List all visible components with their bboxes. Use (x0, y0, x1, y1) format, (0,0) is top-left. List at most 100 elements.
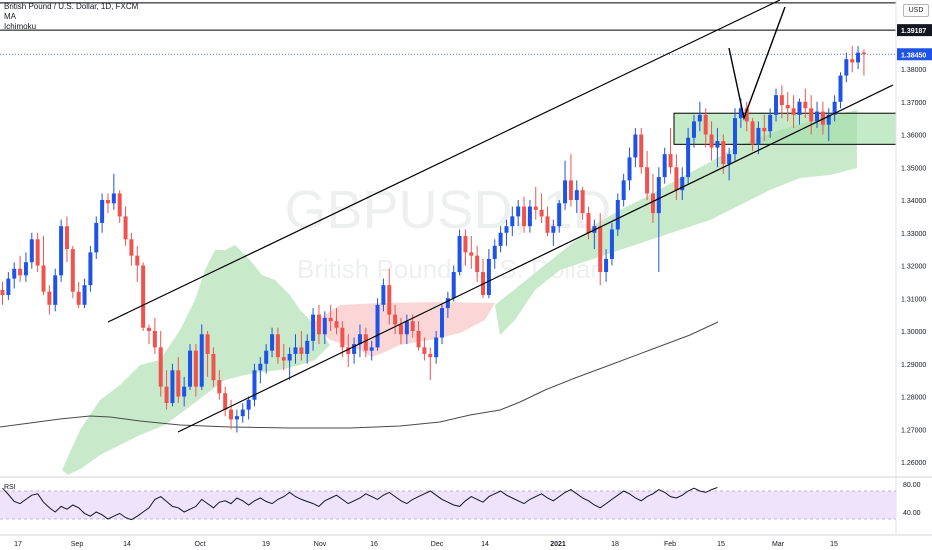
price-marker-current-label: 1.38450 (901, 52, 926, 59)
candle-body (680, 177, 685, 191)
candle-body (270, 334, 275, 351)
price-tick-label: 1.28000 (901, 395, 926, 402)
candle-body (504, 226, 509, 233)
candle-body (105, 200, 110, 204)
candle (522, 196, 527, 233)
candle-body (703, 114, 708, 135)
candle (844, 52, 849, 83)
candle-body (563, 180, 568, 204)
candle-body (398, 324, 403, 335)
candle-body (47, 291, 52, 305)
price-axis[interactable]: 1.38000 1.37000 1.36000 1.35000 1.34000 1.330… (897, 24, 932, 467)
candle-body (727, 154, 732, 164)
candle-body (287, 353, 292, 361)
price-tick-label: 1.33000 (901, 231, 926, 238)
candle (164, 370, 169, 410)
ma-line (0, 321, 719, 429)
candle-body (756, 127, 761, 145)
candle (645, 150, 650, 200)
channel-lower-line (177, 84, 894, 433)
indicator-ichimoku-label[interactable]: Ichimoku (4, 22, 37, 31)
candle (568, 154, 573, 207)
price-tick-label: 1.29000 (901, 362, 926, 369)
price-marker-current (897, 48, 932, 61)
time-axis[interactable]: 17 Sep 14 Oct 19 Nov 16 Dec 14 2021 18 Feb 15 Mar 15 (14, 541, 838, 548)
candle (264, 344, 269, 374)
candle (205, 331, 210, 377)
candle-body (322, 317, 327, 335)
candle-body (568, 180, 573, 200)
candle (516, 200, 521, 227)
candle-body (328, 317, 333, 322)
candle (404, 314, 409, 345)
projection-path (728, 6, 786, 121)
candle-body (838, 75, 843, 102)
candle (217, 370, 222, 400)
candle (627, 147, 632, 191)
time-tick-label: 18 (611, 541, 619, 548)
trend-drawings (0, 0, 896, 433)
candle (369, 340, 374, 361)
price-tick-label: 1.27000 (901, 427, 926, 434)
candle (709, 121, 714, 161)
candle (299, 331, 304, 361)
candle (733, 108, 737, 161)
candle (18, 255, 23, 282)
candle (815, 101, 820, 128)
time-tick-label: Nov (314, 541, 327, 548)
candle (70, 245, 75, 299)
candle-body (779, 95, 784, 106)
candle (650, 173, 655, 223)
candle-body (100, 200, 105, 223)
candle (791, 95, 796, 128)
candle-body (281, 357, 286, 361)
candle-body (205, 334, 210, 354)
time-tick-label: 14 (481, 541, 489, 548)
candle-body (604, 258, 609, 273)
candle-body (856, 52, 861, 63)
candle-body (428, 353, 433, 358)
watermark-ticker: GBPUSD, 1D (284, 180, 611, 240)
candle-body (768, 114, 773, 132)
candle-body (539, 209, 544, 217)
candle (0, 281, 5, 305)
candle-body (340, 327, 345, 348)
candle (29, 232, 34, 269)
candle-body (111, 193, 116, 204)
candle-body (375, 304, 380, 348)
time-tick-label: 2021 (550, 541, 566, 548)
time-tick-label: Mar (772, 541, 785, 548)
candle-body (492, 245, 497, 259)
candle (76, 281, 81, 309)
candle (158, 331, 163, 397)
candle (656, 167, 661, 273)
candle-body (545, 216, 550, 233)
candle-body (217, 380, 222, 394)
candle (803, 88, 808, 119)
candle-body (551, 226, 556, 233)
cloud-bull-right (495, 110, 857, 335)
candle-body (381, 285, 386, 305)
candle-body (697, 114, 702, 122)
indicator-ma-label[interactable]: MA (4, 12, 16, 21)
candle-body (422, 347, 427, 354)
candle-body (738, 108, 743, 119)
candle-body (234, 416, 239, 420)
candle (586, 206, 591, 240)
candle (6, 272, 11, 300)
candle-body (709, 134, 714, 148)
candle-body (486, 258, 491, 295)
candle (838, 72, 843, 109)
candle (598, 213, 603, 286)
rsi-line (2, 487, 718, 521)
candle-body (586, 213, 591, 233)
currency-badge[interactable]: USD (903, 4, 929, 17)
candle-body (533, 206, 538, 210)
candle (434, 331, 439, 364)
candle (662, 147, 667, 184)
candle-body (164, 386, 169, 404)
candle-body (404, 321, 409, 335)
price-tick-label: 1.36000 (901, 133, 926, 140)
candle-body (826, 114, 831, 125)
candle-body (516, 206, 521, 217)
